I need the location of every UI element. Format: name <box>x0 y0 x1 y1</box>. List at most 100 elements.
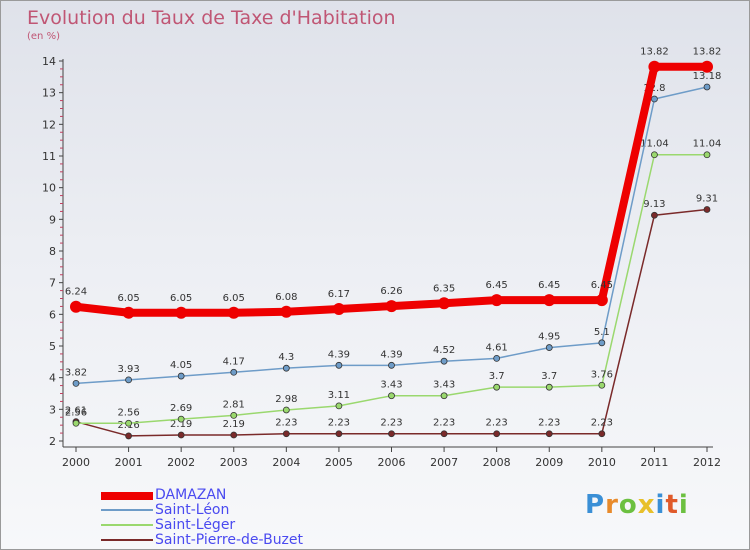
data-point-saint-leger <box>388 392 395 400</box>
data-label-saint-leger: 2.81 <box>223 399 245 410</box>
data-point-saint-pierre-de-buzet <box>440 430 448 438</box>
x-tick-label: 2005 <box>325 456 353 469</box>
data-label-saint-leger: 3.7 <box>489 371 505 382</box>
data-label-saint-pierre-de-buzet: 2.23 <box>486 418 508 429</box>
data-label-saint-leger: 11.04 <box>693 139 722 150</box>
y-tick-label: 7 <box>49 277 56 290</box>
x-tick-label: 2010 <box>588 456 616 469</box>
data-point-damazan <box>175 306 188 319</box>
data-point-saint-leon <box>230 368 238 376</box>
data-point-saint-leger <box>598 381 606 389</box>
data-label-saint-leger: 2.69 <box>170 403 192 414</box>
data-label-saint-pierre-de-buzet: 2.19 <box>170 419 192 430</box>
chart-title: Evolution du Taux de Taxe d'Habitation <box>27 7 396 29</box>
x-tick-label: 2001 <box>115 456 143 469</box>
x-tick-label: 2004 <box>272 456 300 469</box>
data-label-saint-leger: 2.56 <box>65 407 87 418</box>
data-label-saint-leger: 3.11 <box>328 390 350 401</box>
data-point-saint-pierre-de-buzet <box>493 430 501 438</box>
data-point-damazan <box>280 305 293 318</box>
data-point-saint-leon <box>598 339 606 347</box>
y-tick-label: 8 <box>49 245 56 258</box>
legend-label-saint-leon: Saint-Léon <box>155 502 230 518</box>
data-label-damazan: 6.05 <box>170 293 192 304</box>
data-point-saint-pierre-de-buzet <box>125 432 132 440</box>
legend-swatch-saint-leger <box>101 524 153 526</box>
data-label-saint-leger: 3.43 <box>433 380 455 391</box>
legend-item-saint-leon: Saint-Léon <box>101 502 361 518</box>
y-tick-label: 6 <box>49 308 56 321</box>
data-label-damazan: 6.05 <box>223 293 245 304</box>
data-label-saint-leger: 2.98 <box>275 394 297 405</box>
data-label-damazan: 6.05 <box>117 293 139 304</box>
data-point-saint-pierre-de-buzet <box>230 431 238 439</box>
data-label-saint-leon: 4.17 <box>223 356 245 367</box>
data-point-saint-leger <box>440 392 448 400</box>
y-tick-label: 5 <box>49 340 56 353</box>
data-label-saint-pierre-de-buzet: 2.23 <box>328 418 350 429</box>
data-point-saint-leger <box>72 419 80 427</box>
x-tick-label: 2002 <box>167 456 195 469</box>
data-label-damazan: 13.82 <box>693 47 722 58</box>
data-point-saint-leon <box>651 95 658 103</box>
chart-subtitle: (en %) <box>27 31 60 42</box>
data-point-damazan <box>385 300 398 313</box>
x-tick-label: 2012 <box>693 456 721 469</box>
data-point-saint-pierre-de-buzet <box>177 431 185 439</box>
x-tick-label: 2011 <box>640 456 668 469</box>
data-label-saint-leon: 12.8 <box>643 83 665 94</box>
data-label-damazan: 6.45 <box>486 280 508 291</box>
x-tick-label: 2009 <box>535 456 563 469</box>
data-label-saint-leon: 13.18 <box>693 71 722 82</box>
data-point-saint-leon <box>125 376 132 384</box>
x-tick-label: 2000 <box>62 456 90 469</box>
data-label-saint-leger: 3.43 <box>380 380 402 391</box>
data-point-damazan <box>332 302 345 315</box>
legend-item-damazan: DAMAZAN <box>101 487 361 503</box>
data-point-damazan <box>701 60 713 73</box>
data-label-damazan: 6.35 <box>433 283 455 294</box>
data-point-saint-leon <box>282 364 290 372</box>
data-label-saint-pierre-de-buzet: 2.23 <box>591 418 613 429</box>
data-point-saint-leon <box>388 361 395 369</box>
data-point-saint-leger <box>177 415 185 423</box>
data-point-saint-leger <box>651 151 658 159</box>
legend-item-saint-pierre-de-buzet: Saint-Pierre-de-Buzet <box>101 532 361 548</box>
data-label-saint-leger: 2.56 <box>117 407 139 418</box>
data-point-damazan <box>595 294 608 307</box>
data-point-saint-pierre-de-buzet <box>282 430 290 438</box>
data-label-saint-leon: 4.52 <box>433 345 455 356</box>
data-point-saint-leger <box>493 383 501 391</box>
data-point-saint-leger <box>230 411 238 419</box>
data-label-damazan: 6.26 <box>380 286 402 297</box>
legend-item-saint-leger: Saint-Léger <box>101 517 361 533</box>
data-label-saint-pierre-de-buzet: 2.23 <box>380 418 402 429</box>
data-point-saint-pierre-de-buzet <box>545 430 553 438</box>
data-point-saint-pierre-de-buzet <box>703 206 711 213</box>
data-label-saint-leon: 3.82 <box>65 367 87 378</box>
data-point-saint-leger <box>125 419 132 427</box>
data-label-saint-pierre-de-buzet: 2.61 <box>65 406 87 417</box>
data-label-saint-leon: 3.93 <box>117 364 139 375</box>
x-tick-label: 2007 <box>430 456 458 469</box>
y-tick-label: 2 <box>49 435 56 448</box>
legend-label-damazan: DAMAZAN <box>155 487 227 503</box>
x-tick-label: 2008 <box>483 456 511 469</box>
y-tick-label: 4 <box>49 372 56 385</box>
data-point-saint-pierre-de-buzet <box>651 211 658 219</box>
data-point-saint-leon <box>703 83 711 91</box>
data-label-saint-leon: 4.39 <box>328 349 350 360</box>
data-point-saint-leon <box>335 361 343 369</box>
data-point-saint-pierre-de-buzet <box>388 430 395 438</box>
data-point-damazan <box>490 294 503 307</box>
y-tick-label: 13 <box>42 87 56 100</box>
series-line-damazan <box>72 62 711 317</box>
legend-swatch-damazan <box>101 492 153 500</box>
data-label-damazan: 6.45 <box>591 280 613 291</box>
legend-label-saint-leger: Saint-Léger <box>155 517 236 533</box>
legend-label-saint-pierre-de-buzet: Saint-Pierre-de-Buzet <box>155 532 304 548</box>
data-point-saint-leon <box>493 354 501 362</box>
data-label-saint-pierre-de-buzet: 9.13 <box>643 199 665 210</box>
data-point-saint-leon <box>72 379 80 387</box>
